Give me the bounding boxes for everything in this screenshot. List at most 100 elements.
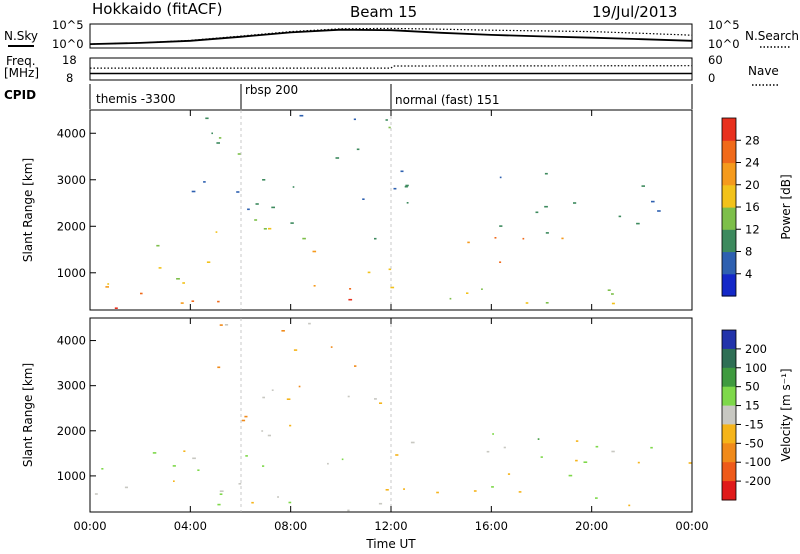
cell-velocity-data-1 [330, 346, 333, 348]
velocity-panel: Slant Range [km] 1000 2000 3000 4000 [21, 317, 693, 513]
cell-velocity-data-0 [378, 502, 383, 505]
ytick-label: 1000 [57, 469, 86, 483]
cell-velocity-data-0 [173, 480, 175, 482]
freq-frame [89, 57, 693, 81]
colorbar-tick-label: -50 [745, 436, 764, 450]
cell-velocity-data-1 [298, 385, 301, 388]
cell-velocity-data-0 [152, 452, 157, 454]
cell-power-data-1 [176, 278, 180, 280]
cell-power-data-1 [105, 286, 109, 288]
cell-power-data-0 [191, 300, 195, 302]
velocity-colorbar-swatches [722, 330, 736, 501]
colorbar-swatch [722, 405, 736, 425]
colorbar-swatch [722, 481, 736, 501]
colorbar-swatch [722, 251, 736, 275]
cell-power-data-3 [362, 198, 365, 200]
colorbar-tick-label: -15 [745, 417, 764, 431]
cell-velocity-data-0 [341, 458, 344, 461]
cell-power-data-0 [114, 307, 118, 309]
colorbar-tick-label: 4 [745, 267, 752, 281]
cell-velocity-data-0 [172, 465, 176, 467]
cell-power-data-1 [367, 271, 371, 274]
cell-velocity-data-2 [410, 441, 415, 444]
power-panel: Slant Range [km] 1000 2000 3000 4000 [21, 109, 693, 311]
cell-velocity-data-0 [219, 490, 224, 492]
cell-velocity-data-1 [293, 349, 298, 351]
cell-velocity-data-1 [379, 402, 383, 404]
xtick-label: 16:00 [475, 519, 508, 533]
cell-power-data-2 [268, 227, 272, 230]
cell-power-data-0 [348, 298, 353, 301]
velocity-ylabel: Slant Range [km] [21, 363, 35, 467]
cell-power-data-2 [156, 244, 160, 247]
cell-velocity-data-2 [575, 440, 579, 442]
cell-power-data-2 [302, 237, 306, 240]
colorbar-tick-label: 200 [745, 342, 767, 356]
freq-left-tick-top: 18 [62, 53, 77, 67]
colorbar-tick-label: 100 [745, 361, 767, 375]
cell-power-data-5 [522, 237, 525, 240]
cell-velocity-data-2 [518, 491, 522, 493]
cell-power-data-0 [140, 292, 143, 295]
colorbar-tick-label: 15 [745, 399, 760, 413]
cell-power-data-5 [467, 241, 470, 244]
cell-velocity-data-3 [537, 438, 540, 440]
power-colorbar-ticks: 4 8 12 16 20 24 28 [736, 133, 760, 281]
cell-velocity-data-2 [436, 491, 439, 494]
cell-velocity-data-2 [575, 459, 578, 462]
power-ylabel: Slant Range [km] [21, 158, 35, 262]
velocity-colorbar-label: Velocity [m s⁻¹] [779, 368, 793, 461]
cell-velocity-data-1 [347, 395, 350, 398]
colorbar-tick-label: 16 [745, 200, 760, 214]
cell-velocity-data-0 [245, 455, 248, 457]
cpid-segment-2: rbsp 200 [245, 83, 298, 97]
cell-velocity-data-1 [308, 322, 311, 325]
nave-right-tick-bottom: 0 [708, 71, 715, 85]
colorbar-swatch [722, 424, 736, 444]
velocity-colorbar-ticks: 200 100 50 15 -15 -50 -100 -200 [736, 342, 771, 488]
nsky-label: N.Sky [4, 29, 38, 43]
cell-velocity-data-2 [507, 473, 511, 475]
cpid-label: CPID [4, 88, 36, 102]
cell-velocity-data-0 [192, 457, 196, 460]
cell-power-data-1 [388, 268, 392, 271]
cell-velocity-data-2 [395, 454, 399, 456]
cell-velocity-data-2 [688, 462, 692, 464]
cell-power-data-4 [449, 297, 452, 300]
cell-velocity-data-2 [486, 450, 490, 453]
freq-unit-label: [MHz] [4, 66, 39, 80]
colorbar-tick-label: 24 [745, 156, 760, 170]
cell-power-data-6 [499, 225, 503, 227]
colorbar-tick-label: -200 [745, 474, 771, 488]
cell-power-data-0 [180, 302, 184, 304]
nave-series [90, 65, 693, 69]
cell-power-data-5 [494, 237, 497, 239]
ytick-label: 3000 [57, 173, 86, 187]
freq-panel: Freq. [MHz] 18 8 60 0 Nave [4, 53, 779, 86]
nsky-series [89, 28, 693, 45]
cell-power-data-3 [353, 118, 356, 121]
beam-label: Beam 15 [350, 3, 417, 21]
cell-velocity-data-2 [637, 461, 640, 464]
cell-velocity-data-1 [286, 398, 291, 400]
cell-power-data-6 [573, 202, 577, 204]
cell-velocity-data-0 [124, 486, 128, 489]
cell-power-data-3 [191, 190, 196, 193]
colorbar-tick-label: 28 [745, 133, 760, 147]
cell-power-data-2 [215, 231, 218, 233]
nsearch-label: N.Search [745, 29, 799, 43]
x-axis-label: Time UT [365, 537, 416, 551]
colorbar-swatch [722, 207, 736, 230]
cell-velocity-data-1 [241, 419, 246, 422]
cell-velocity-data-2 [650, 446, 653, 449]
xtick-label: 00:00 [73, 519, 106, 533]
cell-power-data-6 [406, 202, 409, 204]
colorbar-swatch [722, 348, 736, 369]
station-title: Hokkaido (fitACF) [92, 0, 223, 18]
xtick-label: 20:00 [575, 519, 608, 533]
cell-velocity-data-1 [262, 396, 265, 399]
ytick-label: 2000 [57, 424, 86, 438]
cell-power-data-4 [611, 302, 615, 305]
cell-power-data-2 [290, 222, 294, 224]
cell-velocity-data-0 [385, 489, 389, 491]
